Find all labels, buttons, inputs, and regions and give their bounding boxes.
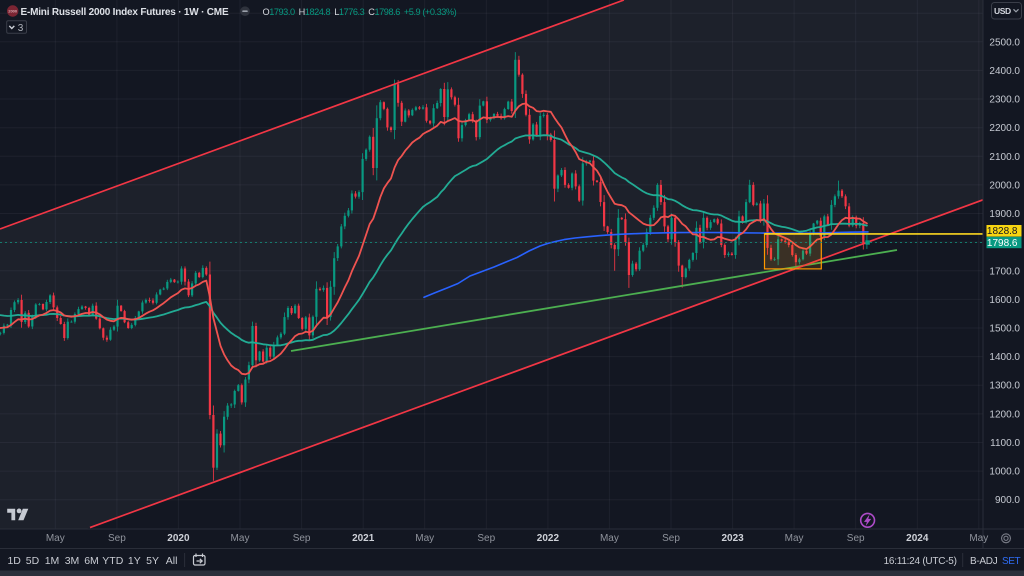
svg-text:16:11:24 (UTC-5): 16:11:24 (UTC-5) bbox=[884, 556, 957, 567]
svg-text:1900.0: 1900.0 bbox=[989, 209, 1020, 220]
svg-text:B-ADJ: B-ADJ bbox=[970, 556, 998, 567]
svg-text:1000.0: 1000.0 bbox=[989, 467, 1020, 478]
svg-text:1828.8: 1828.8 bbox=[987, 226, 1018, 237]
svg-text:5Y: 5Y bbox=[146, 555, 159, 567]
svg-text:1M: 1M bbox=[45, 555, 60, 567]
svg-text:3: 3 bbox=[18, 23, 24, 34]
svg-text:2500.0: 2500.0 bbox=[989, 37, 1020, 48]
svg-text:900.0: 900.0 bbox=[995, 495, 1020, 506]
svg-text:May: May bbox=[785, 533, 804, 544]
svg-text:2200.0: 2200.0 bbox=[989, 123, 1020, 134]
svg-text:1Y: 1Y bbox=[128, 555, 141, 567]
svg-text:1798.6: 1798.6 bbox=[987, 238, 1018, 249]
svg-text:2000: 2000 bbox=[8, 9, 18, 14]
svg-text:YTD: YTD bbox=[102, 555, 123, 567]
svg-text:May: May bbox=[600, 533, 619, 544]
svg-text:Sep: Sep bbox=[477, 533, 495, 544]
svg-text:1400.0: 1400.0 bbox=[989, 352, 1020, 363]
svg-text:Sep: Sep bbox=[293, 533, 311, 544]
svg-text:2400.0: 2400.0 bbox=[989, 66, 1020, 77]
svg-text:Sep: Sep bbox=[662, 533, 680, 544]
svg-text:May: May bbox=[46, 533, 65, 544]
svg-text:2024: 2024 bbox=[906, 533, 929, 544]
svg-text:1D: 1D bbox=[7, 555, 21, 567]
svg-text:Sep: Sep bbox=[108, 533, 126, 544]
svg-text:May: May bbox=[415, 533, 434, 544]
svg-text:E-Mini Russell 2000 Index Futu: E-Mini Russell 2000 Index Futures · 1W ·… bbox=[21, 7, 229, 18]
svg-text:5D: 5D bbox=[26, 555, 40, 567]
svg-text:1100.0: 1100.0 bbox=[990, 438, 1020, 449]
svg-text:1700.0: 1700.0 bbox=[989, 266, 1020, 277]
svg-text:1300.0: 1300.0 bbox=[989, 381, 1020, 392]
svg-text:2100.0: 2100.0 bbox=[989, 152, 1020, 163]
svg-text:USD: USD bbox=[994, 6, 1011, 16]
svg-text:May: May bbox=[969, 533, 988, 544]
svg-text:All: All bbox=[166, 555, 178, 567]
svg-text:1600.0: 1600.0 bbox=[989, 295, 1020, 306]
svg-text:2300.0: 2300.0 bbox=[989, 95, 1020, 106]
svg-text:2020: 2020 bbox=[167, 533, 190, 544]
svg-text:6M: 6M bbox=[84, 555, 99, 567]
svg-text:SET: SET bbox=[1002, 556, 1021, 567]
svg-text:May: May bbox=[231, 533, 250, 544]
svg-text:Sep: Sep bbox=[847, 533, 865, 544]
svg-text:2022: 2022 bbox=[537, 533, 560, 544]
svg-text:2021: 2021 bbox=[352, 533, 375, 544]
svg-text:3M: 3M bbox=[65, 555, 80, 567]
svg-text:1200.0: 1200.0 bbox=[989, 409, 1020, 420]
svg-text:2000.0: 2000.0 bbox=[989, 180, 1020, 191]
svg-text:2023: 2023 bbox=[721, 533, 744, 544]
svg-text:1500.0: 1500.0 bbox=[989, 324, 1020, 335]
